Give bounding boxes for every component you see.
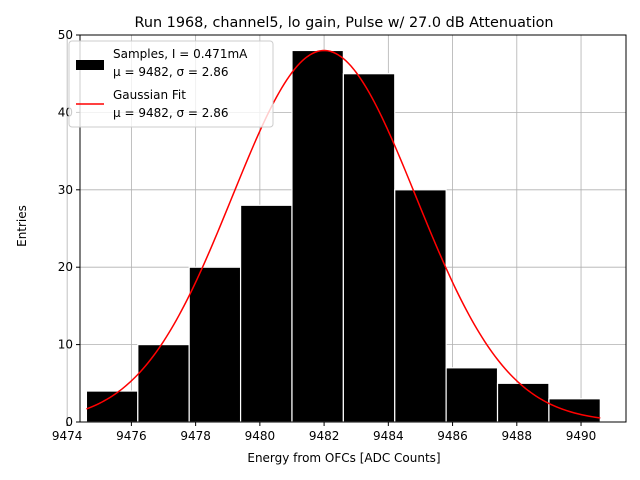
legend-fit-stats: μ = 9482, σ = 2.86 [113, 106, 229, 120]
histogram-bar [239, 204, 293, 423]
histogram-bar [548, 398, 601, 423]
plot-frame [79, 34, 627, 423]
x-tick-label: 9488 [502, 429, 533, 443]
y-tick-label: 30 [58, 183, 73, 197]
legend-histogram-stats: μ = 9482, σ = 2.86 [113, 65, 229, 79]
histogram-bar [394, 189, 447, 423]
histogram-bar [496, 382, 550, 423]
x-tick-label: 9480 [245, 429, 276, 443]
x-axis-label: Energy from OFCs [ADC Counts] [247, 451, 440, 465]
x-tick-label: 9490 [566, 429, 597, 443]
histogram-bar [188, 266, 242, 423]
x-tick-label: 9482 [309, 429, 340, 443]
x-tick-label: 9486 [437, 429, 468, 443]
histogram-bar [137, 344, 190, 423]
legend-fit-label: Gaussian Fit [113, 88, 186, 102]
x-tick-label: 9474 [52, 429, 83, 443]
y-tick-label: 20 [58, 260, 73, 274]
x-axis-ticks: 9474 9476 9478 9480 9482 9484 9486 9488 9490 [52, 422, 596, 443]
y-tick-label: 0 [65, 415, 73, 429]
chart-title: Run 1968, channel5, lo gain, Pulse w/ 27… [135, 15, 554, 31]
x-tick-label: 9476 [116, 429, 147, 443]
histogram-bars [85, 49, 601, 423]
legend: Samples, I = 0.471mA μ = 9482, σ = 2.86 … [68, 40, 274, 128]
legend-histogram-label: Samples, I = 0.471mA [113, 47, 248, 61]
x-tick-label: 9484 [373, 429, 404, 443]
histogram-bar [342, 73, 396, 423]
x-tick-label: 9478 [180, 429, 211, 443]
histogram-bar [445, 367, 499, 423]
legend-histogram-swatch [76, 60, 104, 70]
y-tick-label: 50 [58, 28, 73, 42]
y-axis-label: Entries [15, 205, 29, 247]
legend-box [68, 40, 274, 128]
gaussian-fit-line [86, 49, 601, 419]
y-tick-label: 10 [58, 338, 73, 352]
gaussian-fit [86, 49, 601, 419]
histogram-bar [291, 49, 344, 423]
